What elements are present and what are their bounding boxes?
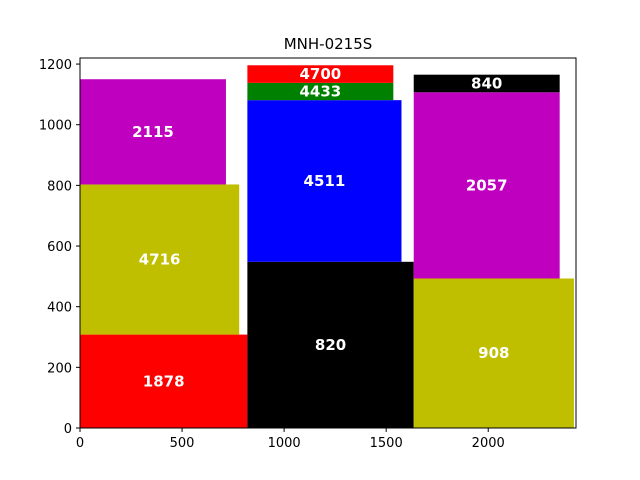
treemap-rect-2115 [80, 79, 226, 185]
treemap-rect-4700 [247, 65, 394, 83]
y-tick-label: 1200 [39, 58, 72, 73]
x-tick-label: 1500 [370, 436, 403, 451]
treemap-label-840: 840 [471, 74, 502, 92]
treemap-label-4700: 4700 [299, 65, 341, 83]
treemap-rect-908 [413, 278, 574, 428]
treemap-label-1878: 1878 [143, 372, 185, 390]
treemap-label-820: 820 [315, 336, 346, 354]
treemap-label-4511: 4511 [304, 172, 346, 190]
treemap-rect-1878 [80, 334, 248, 428]
y-tick-label: 400 [47, 301, 72, 316]
treemap-label-4716: 4716 [139, 251, 181, 269]
treemap-rect-4511 [247, 100, 402, 262]
x-tick-label: 500 [170, 436, 195, 451]
treemap-label-2057: 2057 [466, 176, 508, 194]
y-tick-label: 1000 [39, 119, 72, 134]
treemap-rect-4716 [80, 184, 240, 335]
treemap-rect-2057 [413, 92, 560, 279]
treemap-label-2115: 2115 [132, 123, 174, 141]
x-tick-label: 1000 [268, 436, 301, 451]
x-tick-label: 2000 [472, 436, 505, 451]
y-tick-label: 800 [47, 179, 72, 194]
y-tick-label: 600 [47, 240, 72, 255]
treemap-rect-4433 [247, 82, 394, 101]
treemap-rect-840 [413, 74, 560, 93]
y-tick-label: 200 [47, 361, 72, 376]
x-tick-label: 0 [76, 436, 84, 451]
treemap-label-4433: 4433 [299, 83, 341, 101]
chart-title: MNH-0215S [284, 35, 373, 53]
axes-layer: 0 500 1000 1500 2000 0 200 400 600 800 1000 1200 [39, 57, 577, 451]
treemap-rect-820 [247, 261, 414, 428]
treemap-label-908: 908 [478, 344, 509, 362]
plot-frame [79, 57, 577, 429]
y-tick-label: 0 [64, 422, 72, 437]
